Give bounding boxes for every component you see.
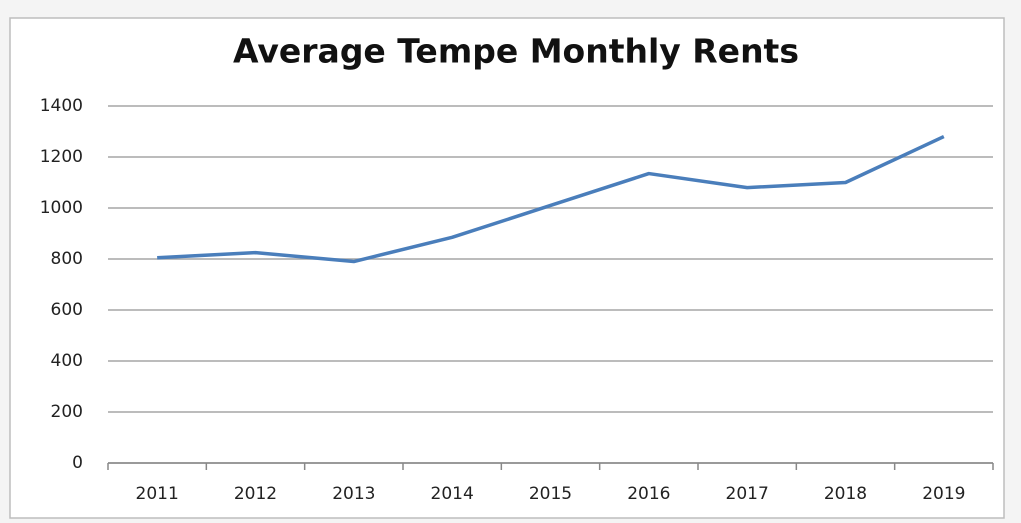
x-tick-label: 2017 xyxy=(726,484,769,504)
chart-frame xyxy=(9,17,1005,519)
x-tick-label: 2013 xyxy=(332,484,375,504)
y-tick-label: 600 xyxy=(51,300,83,320)
chart-title: Average Tempe Monthly Rents xyxy=(233,32,799,71)
y-tick-label: 800 xyxy=(51,249,83,269)
y-tick-label: 1200 xyxy=(40,147,83,167)
x-tick-label: 2014 xyxy=(431,484,474,504)
x-tick-label: 2011 xyxy=(136,484,179,504)
y-tick-label: 1000 xyxy=(40,198,83,218)
y-tick-label: 200 xyxy=(51,402,83,422)
x-tick-label: 2016 xyxy=(627,484,670,504)
y-tick-label: 0 xyxy=(72,453,83,473)
y-tick-label: 1400 xyxy=(40,96,83,116)
x-tick-label: 2012 xyxy=(234,484,277,504)
data-line xyxy=(157,135,945,264)
x-tick-label: 2018 xyxy=(824,484,867,504)
x-tick-label: 2019 xyxy=(922,484,965,504)
x-tick-label: 2015 xyxy=(529,484,572,504)
y-tick-label: 400 xyxy=(51,351,83,371)
